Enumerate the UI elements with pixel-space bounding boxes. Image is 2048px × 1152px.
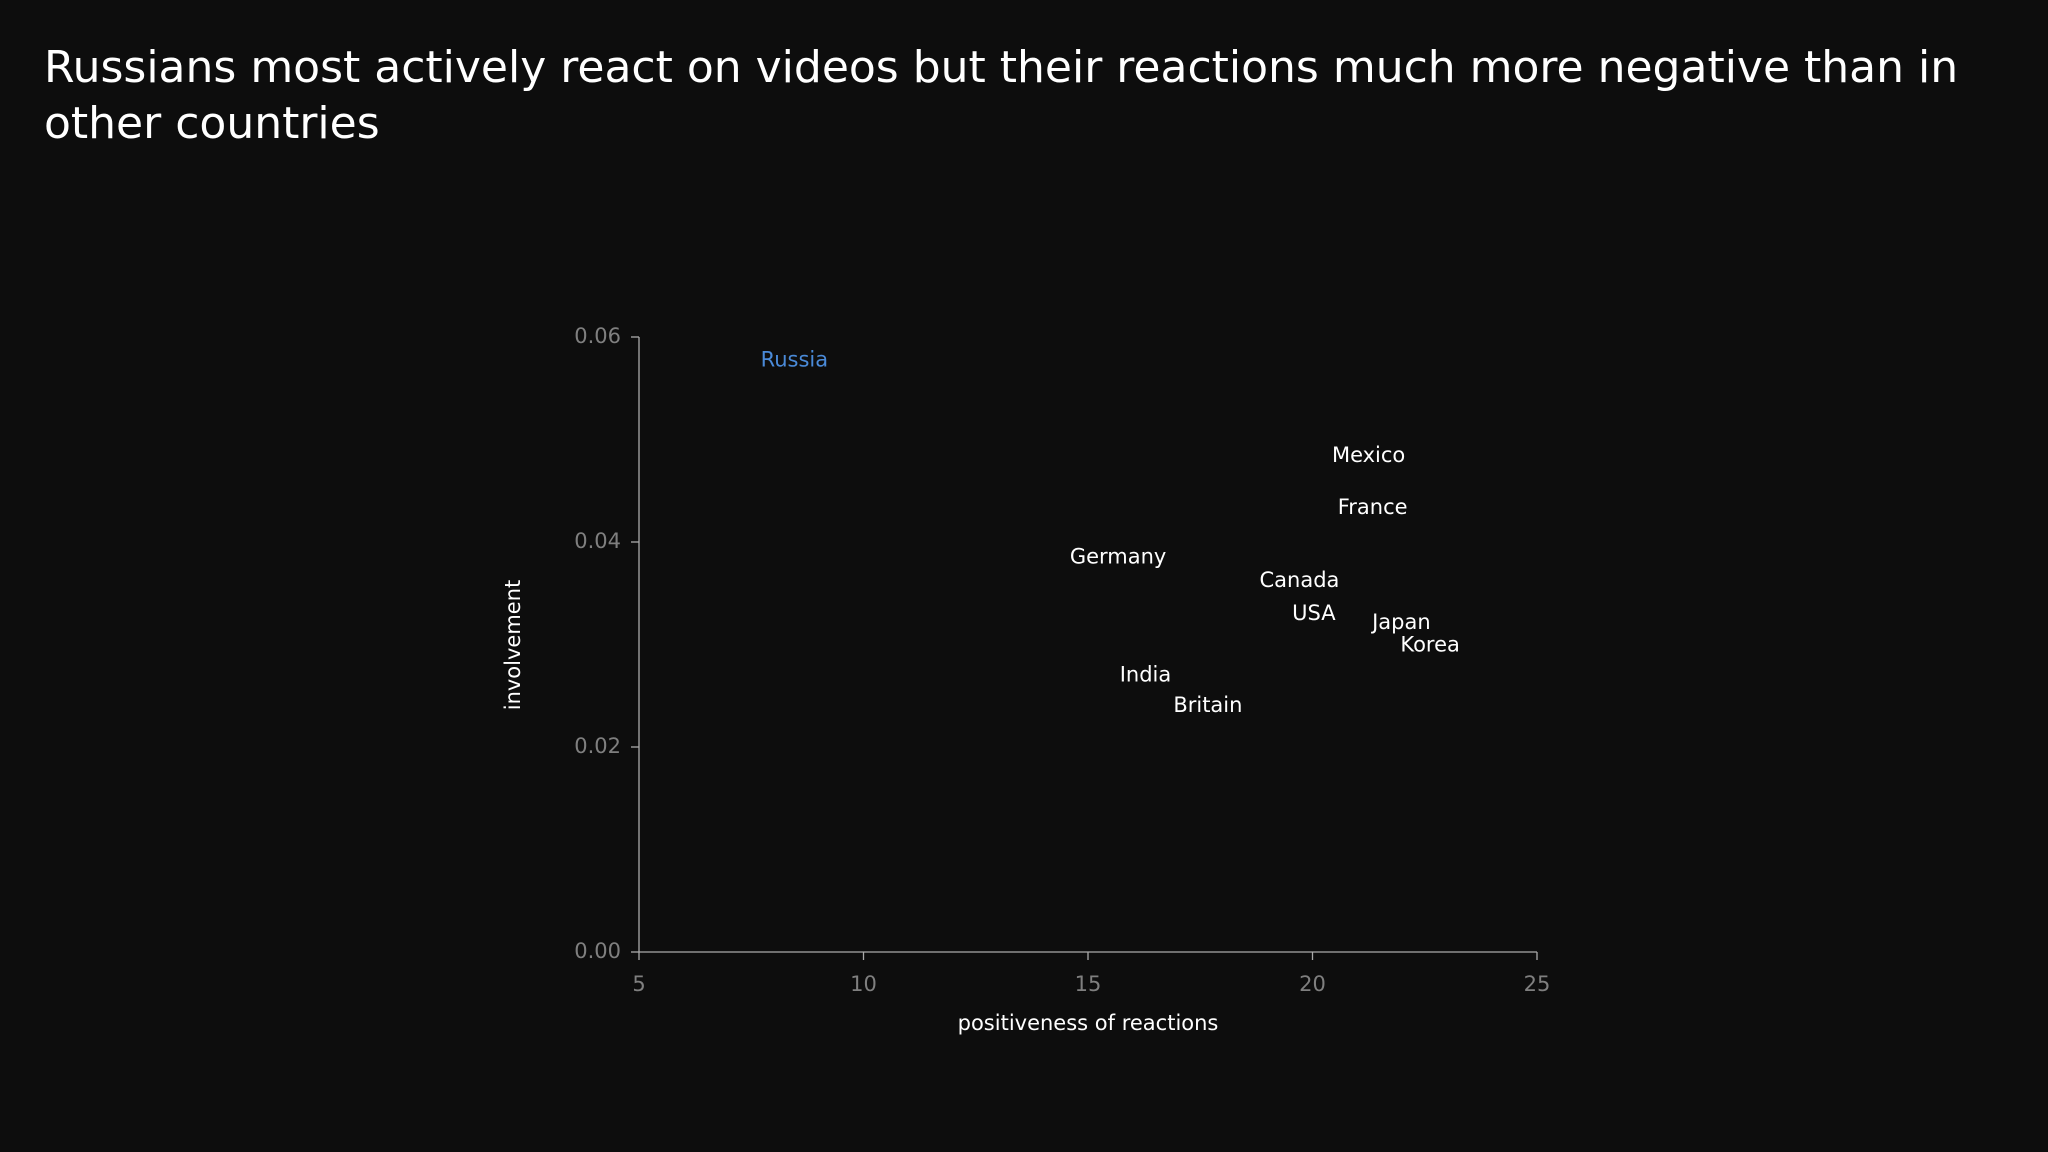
chart-title: Russians most actively react on videos b… — [44, 42, 1959, 149]
point-label: Russia — [761, 348, 829, 372]
y-axis-label: involvement — [501, 580, 525, 711]
point-label: USA — [1292, 601, 1336, 625]
point-label: France — [1338, 495, 1408, 519]
point-label: Mexico — [1332, 443, 1405, 467]
x-tick-label: 15 — [1075, 972, 1102, 996]
point-label: Japan — [1370, 610, 1431, 634]
x-tick-label: 20 — [1299, 972, 1326, 996]
y-tick-label: 0.04 — [574, 529, 621, 553]
point-label: Canada — [1260, 568, 1340, 592]
x-axis-label: positiveness of reactions — [958, 1011, 1219, 1035]
y-tick-label: 0.02 — [574, 734, 621, 758]
y-tick-label: 0.06 — [574, 324, 621, 348]
x-tick-label: 10 — [850, 972, 877, 996]
x-tick-label: 25 — [1524, 972, 1551, 996]
point-label: Britain — [1173, 693, 1242, 717]
point-label: Germany — [1070, 544, 1167, 568]
point-label: Korea — [1400, 633, 1460, 657]
point-label: India — [1120, 662, 1172, 686]
x-tick-label: 5 — [632, 972, 645, 996]
y-tick-label: 0.00 — [574, 939, 621, 963]
